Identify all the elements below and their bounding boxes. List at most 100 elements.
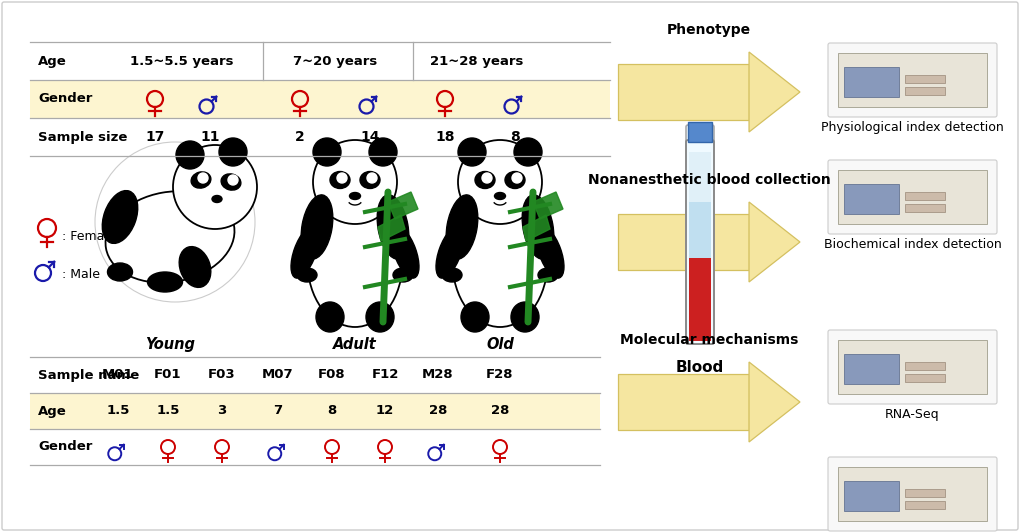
- Text: 28: 28: [428, 404, 446, 418]
- FancyBboxPatch shape: [827, 160, 996, 234]
- Polygon shape: [748, 52, 799, 132]
- Polygon shape: [378, 215, 405, 241]
- FancyBboxPatch shape: [904, 87, 944, 95]
- Text: Phenotype: Phenotype: [666, 23, 750, 37]
- Text: M01: M01: [102, 369, 133, 381]
- Ellipse shape: [148, 272, 182, 292]
- Ellipse shape: [307, 197, 403, 327]
- FancyBboxPatch shape: [904, 75, 944, 83]
- Ellipse shape: [360, 171, 380, 188]
- Text: Biochemical index detection: Biochemical index detection: [822, 238, 1001, 251]
- Ellipse shape: [522, 195, 553, 259]
- FancyBboxPatch shape: [904, 501, 944, 509]
- Text: F28: F28: [486, 369, 514, 381]
- Polygon shape: [748, 202, 799, 282]
- Polygon shape: [387, 192, 418, 219]
- FancyBboxPatch shape: [838, 170, 986, 224]
- Text: Nonanesthetic blood collection: Nonanesthetic blood collection: [587, 173, 829, 187]
- Ellipse shape: [475, 171, 494, 188]
- FancyBboxPatch shape: [838, 53, 986, 107]
- Text: 2: 2: [294, 130, 305, 144]
- Text: Old: Old: [486, 337, 514, 352]
- Ellipse shape: [191, 172, 211, 188]
- Ellipse shape: [392, 268, 413, 282]
- Text: F01: F01: [154, 369, 181, 381]
- FancyBboxPatch shape: [904, 204, 944, 212]
- Polygon shape: [533, 192, 562, 219]
- Text: Sample size: Sample size: [38, 130, 127, 144]
- FancyBboxPatch shape: [904, 362, 944, 370]
- Circle shape: [458, 140, 541, 224]
- Ellipse shape: [435, 226, 464, 278]
- Text: 14: 14: [360, 130, 379, 144]
- Text: 21~28 years: 21~28 years: [430, 54, 523, 68]
- Circle shape: [369, 138, 396, 166]
- FancyBboxPatch shape: [843, 354, 898, 384]
- Text: Gender: Gender: [38, 440, 93, 453]
- FancyBboxPatch shape: [618, 214, 748, 270]
- Ellipse shape: [290, 226, 319, 278]
- Ellipse shape: [102, 190, 138, 244]
- Text: Age: Age: [38, 54, 66, 68]
- FancyBboxPatch shape: [618, 64, 748, 120]
- FancyBboxPatch shape: [843, 67, 898, 97]
- FancyBboxPatch shape: [688, 257, 710, 341]
- Ellipse shape: [536, 226, 564, 278]
- Text: 11: 11: [200, 130, 219, 144]
- Ellipse shape: [107, 263, 132, 281]
- Text: : Male: : Male: [62, 268, 100, 280]
- Ellipse shape: [316, 302, 343, 332]
- FancyBboxPatch shape: [827, 457, 996, 531]
- Text: Gender: Gender: [38, 93, 93, 105]
- Polygon shape: [523, 215, 549, 241]
- Text: 17: 17: [145, 130, 164, 144]
- Ellipse shape: [330, 171, 350, 188]
- Ellipse shape: [390, 226, 419, 278]
- FancyBboxPatch shape: [904, 374, 944, 382]
- FancyBboxPatch shape: [904, 192, 944, 200]
- Ellipse shape: [537, 268, 557, 282]
- Text: 3: 3: [217, 404, 226, 418]
- Ellipse shape: [377, 195, 409, 259]
- Ellipse shape: [494, 193, 505, 200]
- FancyBboxPatch shape: [30, 357, 599, 393]
- FancyBboxPatch shape: [30, 118, 609, 156]
- Polygon shape: [748, 362, 799, 442]
- Ellipse shape: [297, 268, 317, 282]
- Circle shape: [367, 173, 377, 183]
- Text: Age: Age: [38, 404, 66, 418]
- Ellipse shape: [366, 302, 393, 332]
- Ellipse shape: [504, 171, 525, 188]
- Text: 7: 7: [273, 404, 282, 418]
- Text: Physiological index detection: Physiological index detection: [820, 121, 1003, 134]
- Text: 8: 8: [327, 404, 336, 418]
- Ellipse shape: [441, 268, 462, 282]
- Circle shape: [228, 175, 237, 185]
- Ellipse shape: [452, 197, 547, 327]
- Ellipse shape: [511, 302, 538, 332]
- Text: 1.5~5.5 years: 1.5~5.5 years: [130, 54, 233, 68]
- Text: 12: 12: [376, 404, 393, 418]
- FancyBboxPatch shape: [827, 330, 996, 404]
- Text: M07: M07: [262, 369, 293, 381]
- Circle shape: [176, 141, 204, 169]
- Text: Adult: Adult: [333, 337, 376, 352]
- Circle shape: [173, 145, 257, 229]
- Circle shape: [336, 173, 346, 183]
- Text: F08: F08: [318, 369, 345, 381]
- Circle shape: [313, 140, 396, 224]
- Text: 1.5: 1.5: [156, 404, 179, 418]
- FancyBboxPatch shape: [838, 340, 986, 394]
- Circle shape: [313, 138, 340, 166]
- FancyBboxPatch shape: [688, 202, 710, 258]
- Ellipse shape: [445, 195, 477, 259]
- Ellipse shape: [105, 192, 234, 282]
- Text: F03: F03: [208, 369, 235, 381]
- Ellipse shape: [212, 195, 222, 203]
- Ellipse shape: [179, 247, 211, 287]
- FancyBboxPatch shape: [30, 429, 599, 465]
- FancyBboxPatch shape: [30, 393, 599, 429]
- FancyBboxPatch shape: [30, 80, 609, 118]
- Circle shape: [219, 138, 247, 166]
- FancyBboxPatch shape: [688, 152, 710, 202]
